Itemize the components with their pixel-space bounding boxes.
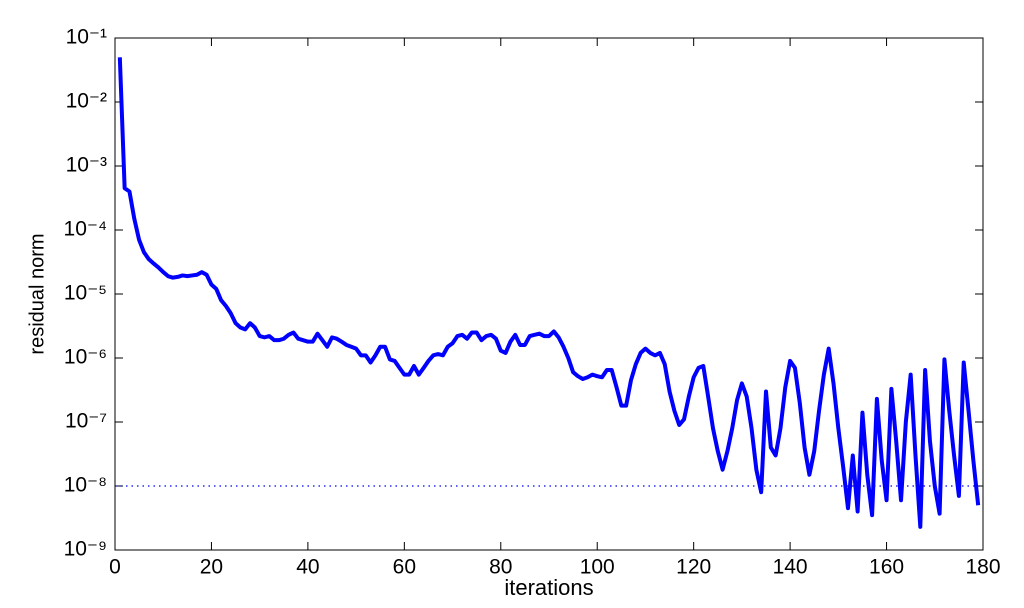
x-tick-label: 160 xyxy=(869,556,904,579)
x-tick-label: 120 xyxy=(676,556,711,579)
x-axis-label: iterations xyxy=(504,575,593,600)
y-axis-label: residual norm xyxy=(26,233,48,354)
x-tick-label: 40 xyxy=(296,556,319,579)
x-tick-label: 180 xyxy=(965,556,1000,579)
y-tick-label: 10⁻³ xyxy=(66,154,107,177)
x-tick-label: 60 xyxy=(393,556,416,579)
y-tick-label: 10⁻⁶ xyxy=(64,346,107,369)
x-tick-label: 20 xyxy=(200,556,223,579)
y-tick-label: 10⁻² xyxy=(66,90,107,113)
residual-line xyxy=(117,57,981,529)
x-tick-label: 0 xyxy=(109,556,121,579)
x-tick-label: 100 xyxy=(580,556,615,579)
y-tick-label: 10⁻⁹ xyxy=(64,538,107,561)
y-tick-label: 10⁻⁴ xyxy=(64,218,107,241)
x-tick-label: 80 xyxy=(489,556,512,579)
y-tick-label: 10⁻⁵ xyxy=(64,282,107,305)
y-tick-label: 10⁻¹ xyxy=(66,26,107,49)
x-tick-label: 140 xyxy=(773,556,808,579)
y-tick-label: 10⁻⁸ xyxy=(64,474,107,497)
y-tick-label: 10⁻⁷ xyxy=(65,410,107,433)
